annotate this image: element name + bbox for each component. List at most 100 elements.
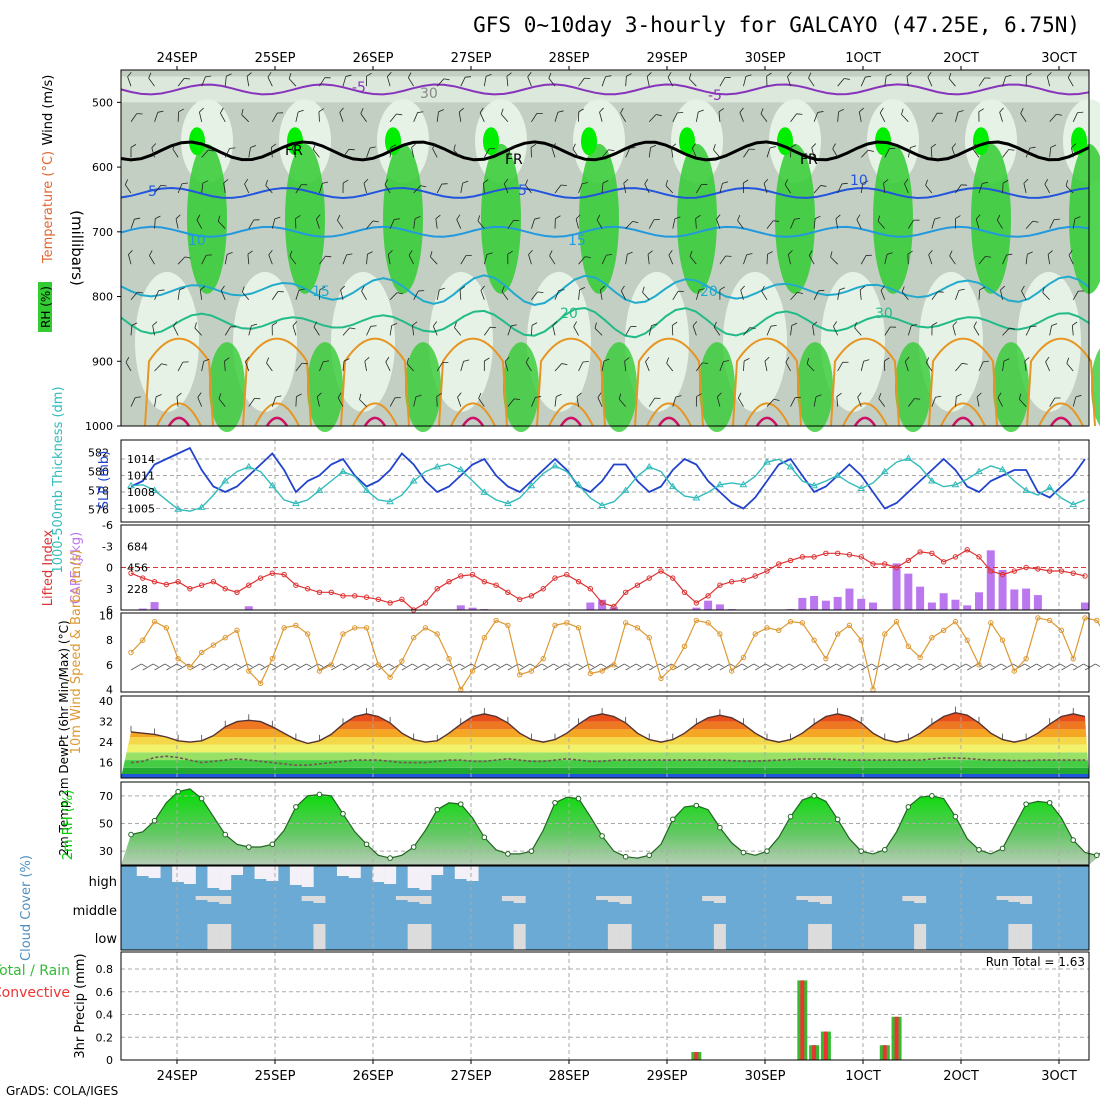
rh-green-blob — [405, 342, 441, 432]
wind10-barb-staff — [791, 664, 801, 670]
wind10-barb — [437, 663, 452, 675]
precip-convective-bar — [895, 1017, 899, 1060]
wind10-barb-flag — [624, 663, 629, 669]
isotherm-label: FR — [505, 152, 523, 168]
rh2m-marker — [529, 849, 534, 854]
cloud-high-gap — [184, 866, 196, 884]
cape-bar — [963, 605, 971, 610]
cloud-high-gap — [431, 866, 443, 875]
wind10-barb-flag — [1084, 663, 1089, 669]
wind10-barb-staff — [944, 664, 954, 670]
wind10-barb-staff — [555, 664, 565, 670]
cape-bar — [457, 605, 465, 610]
wind10-barb-staff — [343, 664, 353, 670]
cloud-middle-gap — [808, 896, 820, 902]
wind10-barb — [1085, 663, 1100, 675]
slp-line — [131, 448, 1085, 509]
rh-tick-label: 70 — [99, 790, 113, 803]
temp-band — [121, 752, 1089, 760]
rh-green-blob — [677, 144, 717, 294]
wind10-barb-staff — [967, 664, 977, 670]
cloud-high-gap — [290, 866, 302, 885]
wind10-barb-staff — [449, 664, 459, 670]
wind10-barb-flag — [966, 663, 971, 669]
rh2m-marker — [553, 800, 558, 805]
cloud-high-gap — [384, 866, 396, 884]
wind-barb-staff — [178, 112, 179, 122]
rh2m-area — [121, 789, 1100, 865]
rh-legend-label: RH (%) — [39, 286, 53, 328]
rh2m-marker — [482, 835, 487, 840]
wind10-barb-flag — [766, 663, 771, 669]
wind10-barb-flag — [1072, 663, 1077, 669]
wind-barb-staff — [437, 397, 438, 407]
wind10-barb — [897, 663, 912, 675]
rh2m-marker — [882, 847, 887, 852]
wind10-barb-staff — [225, 664, 235, 670]
cloud-low-label: low — [95, 932, 118, 947]
wind10-barb-flag — [777, 663, 782, 669]
rh-green-blob — [307, 342, 343, 432]
wind10-barb-staff — [402, 664, 412, 670]
wind10-barb-staff — [1061, 664, 1071, 670]
cloud-high-gap — [302, 866, 314, 887]
wind10-barb-staff — [496, 664, 506, 670]
top-date-label: 25SEP — [255, 51, 296, 66]
cape-bar — [869, 603, 877, 610]
wind10-barb — [319, 663, 334, 675]
rh2m-marker — [741, 850, 746, 855]
wind10-barb — [779, 663, 794, 675]
cloud-middle-gap — [302, 896, 314, 901]
wind10-barb-flag — [1037, 663, 1042, 669]
rh-tick-label: 50 — [99, 818, 113, 831]
rh2m-marker — [670, 817, 675, 822]
rh2m-marker — [317, 792, 322, 797]
cloud-low-gap — [714, 924, 726, 950]
precip-frame — [121, 952, 1089, 1060]
rh2m-marker — [435, 807, 440, 812]
wind10-barb-flag — [1001, 663, 1006, 669]
precip-convective-bar — [694, 1052, 698, 1060]
wind10-barb-flag — [919, 663, 924, 669]
wind10-barb-flag — [883, 663, 888, 669]
rh2m-marker — [1000, 846, 1005, 851]
wind10-barb — [425, 663, 440, 675]
wind-barb-staff — [296, 397, 297, 407]
wind10-barb-staff — [849, 664, 859, 670]
wind10-barb-staff — [296, 664, 306, 670]
rh2m-marker — [600, 834, 605, 839]
temp-band — [121, 706, 1089, 714]
bottom-date-label: 27SEP — [451, 1069, 492, 1084]
temp-band — [121, 696, 1089, 706]
wind10-barb-staff — [579, 664, 589, 670]
wind10-barb-flag — [1095, 663, 1100, 669]
wind-barb-staff — [319, 112, 320, 122]
top-date-label: 30SEP — [745, 51, 786, 66]
temp-tick-label: 24 — [99, 736, 113, 749]
isotherm-label: FR — [800, 152, 818, 168]
bottom-date-label: 25SEP — [255, 1069, 296, 1084]
cloud-high-gap — [467, 866, 479, 881]
wind10-barb — [143, 663, 158, 675]
wind10-barb — [355, 663, 370, 675]
wind10-barb-staff — [755, 664, 765, 670]
rh-green-blob — [187, 144, 227, 294]
cape-bar — [245, 606, 253, 610]
wind10-barb — [826, 663, 841, 675]
lifted-tick-label: 0 — [106, 562, 113, 575]
wind10-barb-staff — [720, 664, 730, 670]
legend-total-rain: Total / Rain — [0, 963, 70, 979]
top-date-label: 27SEP — [451, 51, 492, 66]
wind10-barb-flag — [412, 663, 417, 669]
cloud-axis-label: Cloud Cover (%) — [19, 855, 34, 961]
wind10-barb — [767, 663, 782, 675]
wind10-barb — [284, 663, 299, 675]
cloud-middle-gap — [219, 896, 231, 904]
cape-bar — [834, 597, 842, 610]
wind10-barb — [579, 663, 594, 675]
cloud-middle-gap — [196, 896, 208, 900]
wind10-barb — [838, 663, 853, 675]
wind10-barb-flag — [754, 663, 759, 669]
wind10-barb-staff — [308, 664, 318, 670]
